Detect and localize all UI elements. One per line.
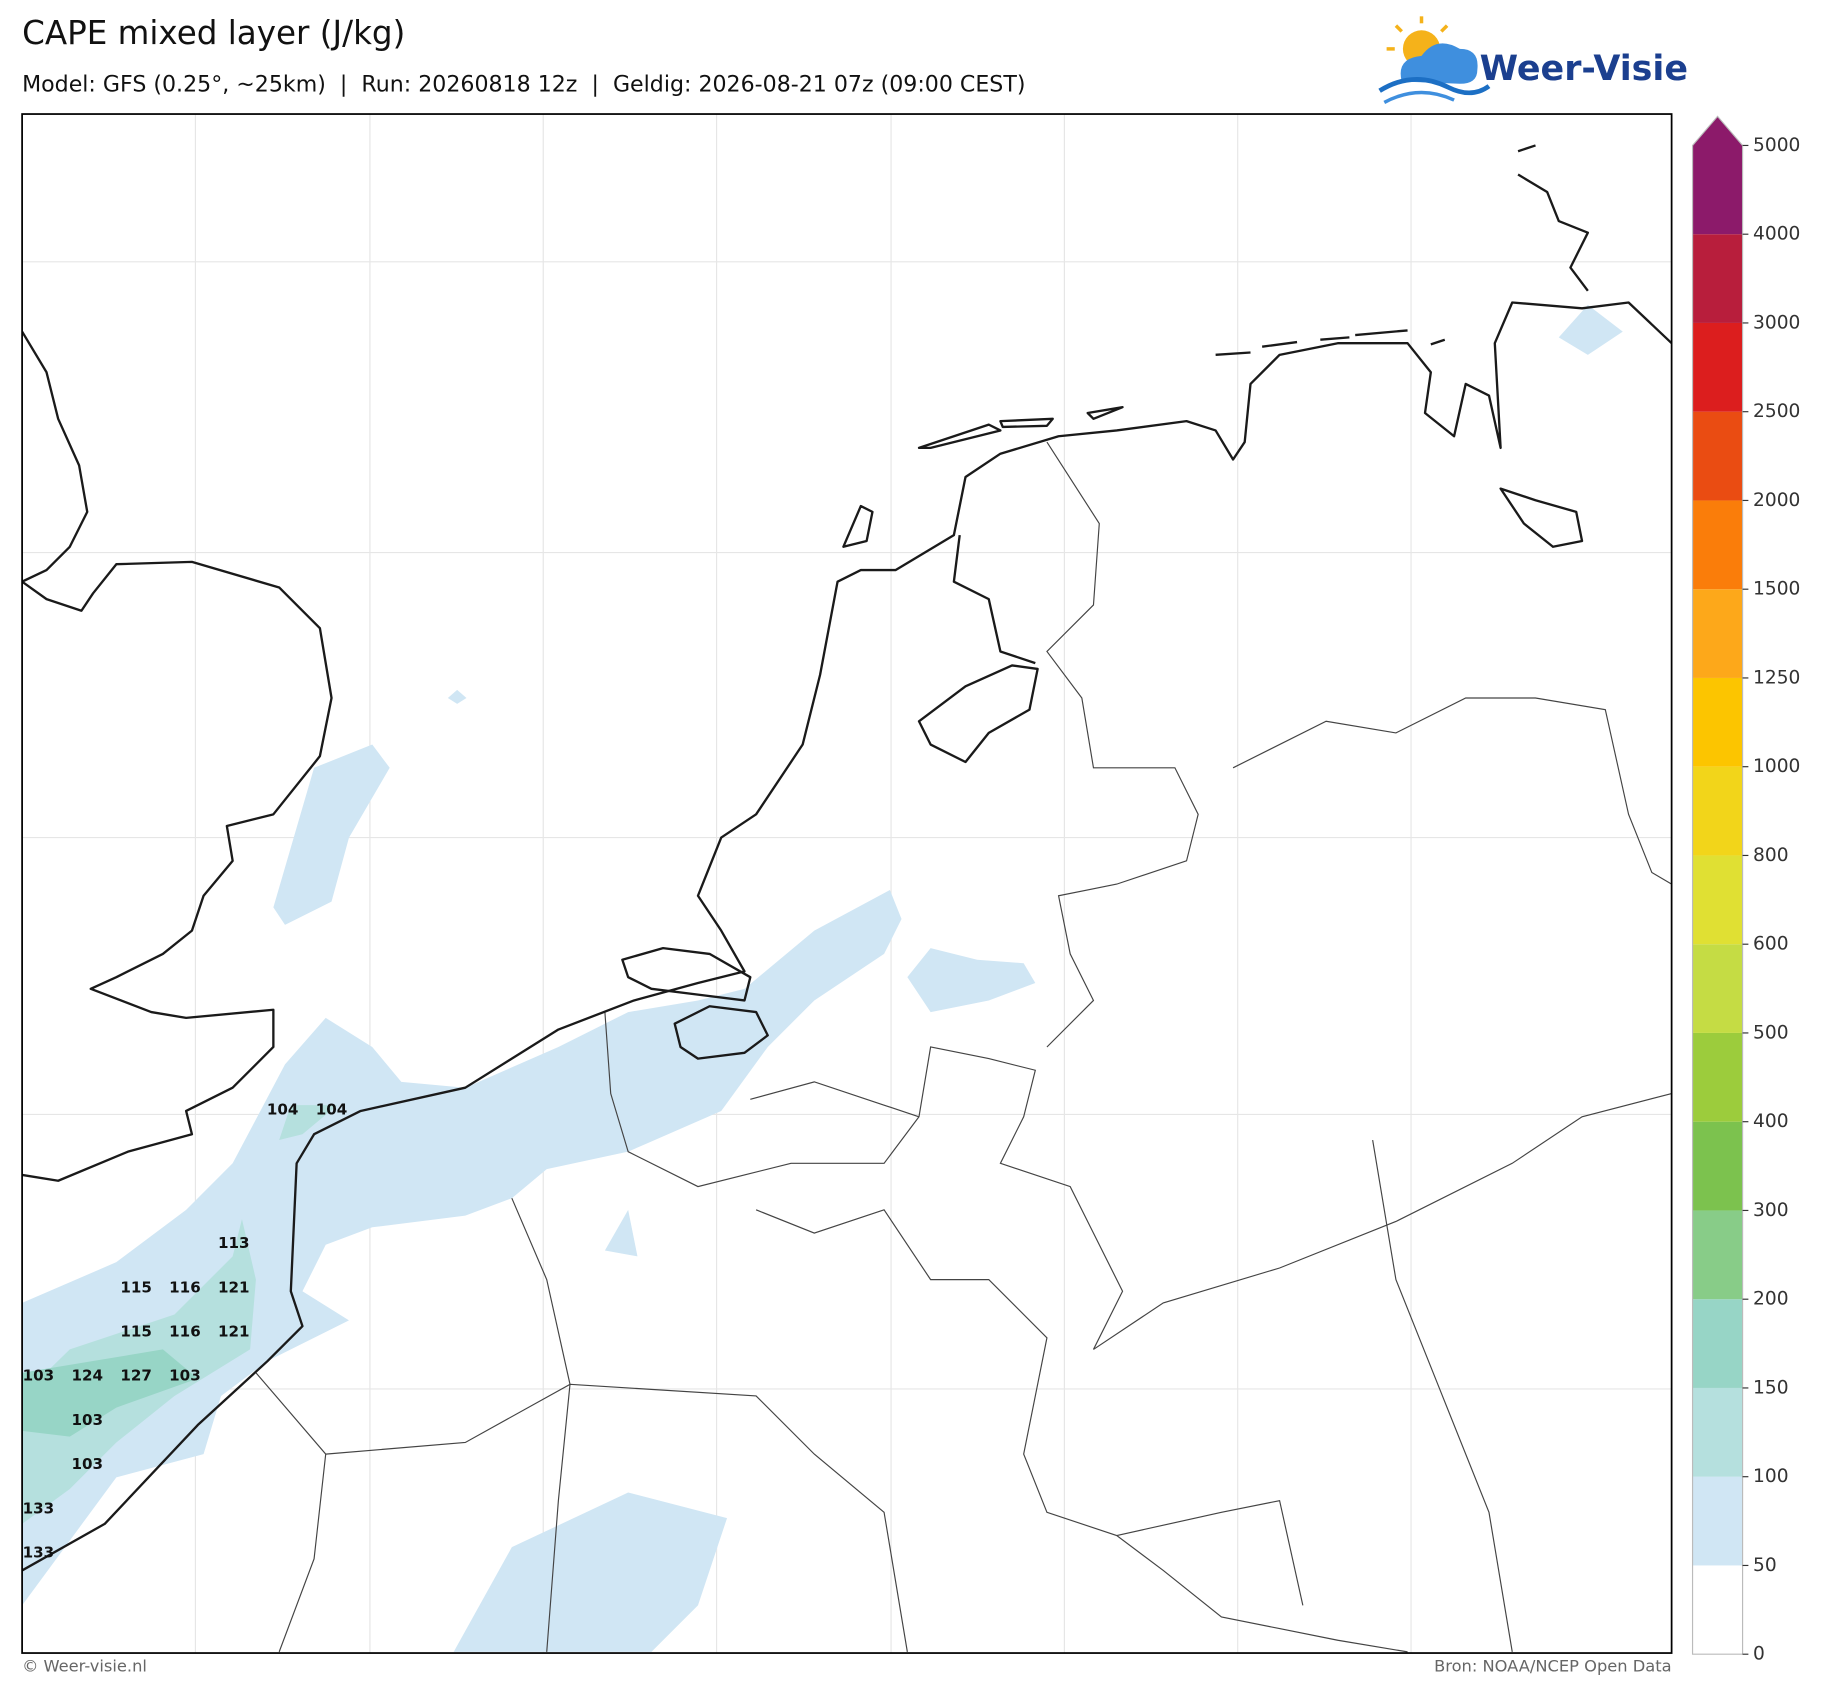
colorbar-band bbox=[1692, 677, 1743, 767]
value-label: 104 bbox=[267, 1100, 299, 1118]
colorbar-tick-label: 4000 bbox=[1753, 224, 1800, 245]
colorbar: 0 50 100 150 200 300 400 500 600 800 1000 1250 1500 2… bbox=[1691, 115, 1800, 1665]
colorbar-tick-label: 600 bbox=[1753, 934, 1789, 955]
coastline bbox=[22, 144, 1672, 1572]
value-label: 133 bbox=[23, 1499, 55, 1517]
value-label: 115 bbox=[120, 1278, 152, 1296]
colorbar-tick-label: 2000 bbox=[1753, 490, 1800, 511]
colorbar-tick-label: 200 bbox=[1753, 1289, 1789, 1310]
colorbar-band bbox=[1692, 1476, 1743, 1566]
colorbar-band bbox=[1692, 411, 1743, 501]
colorbar-extend bbox=[1692, 116, 1743, 146]
colorbar-tick-label: 150 bbox=[1753, 1377, 1789, 1398]
colorbar-band bbox=[1692, 500, 1743, 590]
colorbar-band bbox=[1692, 855, 1743, 945]
colorbar-band bbox=[1692, 234, 1743, 323]
value-label: 103 bbox=[169, 1367, 201, 1385]
colorbar-tick-label: 1500 bbox=[1753, 579, 1800, 600]
cape-field bbox=[22, 304, 1623, 1652]
colorbar-tick-label: 100 bbox=[1753, 1466, 1789, 1487]
colorbar-tick-label: 2500 bbox=[1753, 401, 1800, 422]
map-frame bbox=[21, 113, 1673, 1654]
logo-text: Weer-Visie bbox=[1480, 49, 1688, 89]
colorbar-band bbox=[1692, 145, 1743, 235]
value-label: 103 bbox=[71, 1455, 103, 1473]
colorbar-tick-label: 3000 bbox=[1753, 312, 1800, 333]
colorbar-tick-label: 1250 bbox=[1753, 667, 1800, 688]
colorbar-band bbox=[1692, 1387, 1743, 1477]
value-label: 103 bbox=[23, 1367, 55, 1385]
value-label: 121 bbox=[218, 1322, 250, 1340]
footer-right: Bron: NOAA/NCEP Open Data bbox=[1434, 1657, 1672, 1676]
value-label: 115 bbox=[120, 1322, 152, 1340]
colorbar-tick-label: 500 bbox=[1753, 1022, 1789, 1043]
colorbar-tick-label: 400 bbox=[1753, 1111, 1789, 1132]
footer-left: © Weer-visie.nl bbox=[22, 1657, 147, 1676]
map: 104 104 113 115 116 121 115 116 121 103 124 127 103 1… bbox=[22, 114, 1672, 1654]
subtitle: Model: GFS (0.25°, ~25km) | Run: 2026081… bbox=[22, 71, 1025, 97]
colorbar-band bbox=[1692, 322, 1743, 412]
value-label: 124 bbox=[71, 1367, 103, 1385]
colorbar-tick-label: 5000 bbox=[1753, 135, 1800, 156]
borders bbox=[255, 441, 1672, 1653]
value-label: 116 bbox=[169, 1278, 201, 1296]
value-label: 116 bbox=[169, 1322, 201, 1340]
colorbar-tick-label: 1000 bbox=[1753, 756, 1800, 777]
colorbar-tick-label: 0 bbox=[1753, 1644, 1765, 1665]
colorbar-band bbox=[1692, 766, 1743, 856]
colorbar-band bbox=[1692, 589, 1743, 678]
value-label: 104 bbox=[316, 1100, 348, 1118]
colorbar-tick-label: 300 bbox=[1753, 1200, 1789, 1221]
colorbar-band bbox=[1692, 1121, 1743, 1211]
value-label: 127 bbox=[120, 1367, 152, 1385]
value-label: 133 bbox=[23, 1544, 55, 1562]
colorbar-frame bbox=[1691, 115, 1744, 1655]
colorbar-band bbox=[1692, 1210, 1743, 1300]
colorbar-band bbox=[1692, 944, 1743, 1033]
colorbar-tick-label: 50 bbox=[1753, 1555, 1777, 1576]
colorbar-band bbox=[1692, 1565, 1743, 1655]
value-label: 103 bbox=[71, 1411, 103, 1429]
colorbar-band bbox=[1692, 1299, 1743, 1388]
grid bbox=[22, 114, 1672, 1654]
title: CAPE mixed layer (J/kg) bbox=[22, 14, 405, 52]
colorbar-tick-label: 800 bbox=[1753, 845, 1789, 866]
value-label: 113 bbox=[218, 1234, 250, 1252]
value-label: 121 bbox=[218, 1278, 250, 1296]
logo: Weer-Visie bbox=[1378, 16, 1688, 104]
colorbar-band bbox=[1692, 1032, 1743, 1122]
